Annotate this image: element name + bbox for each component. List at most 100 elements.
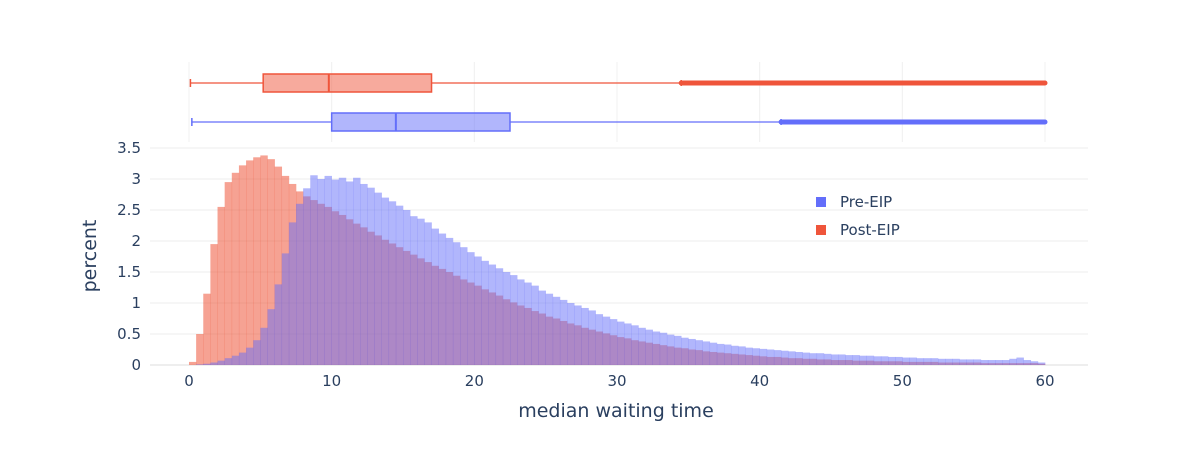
histogram-bar — [716, 343, 725, 365]
histogram-bar — [303, 188, 311, 365]
legend-label-pre-eip: Pre-EIP — [840, 193, 892, 211]
legend-item-post-eip[interactable]: Post-EIP — [816, 221, 900, 239]
histogram-bar — [281, 253, 290, 365]
histogram-bar — [738, 346, 746, 365]
histogram-bar — [224, 182, 233, 365]
histogram-bar — [267, 309, 275, 365]
histogram-bar — [595, 314, 604, 365]
y-tick-label: 2 — [131, 232, 141, 250]
histogram-bar — [802, 352, 810, 365]
histogram-bar — [374, 192, 382, 365]
histogram-bar — [1030, 361, 1039, 365]
marginal-boxplots — [189, 73, 1048, 132]
histogram-bar — [724, 344, 732, 365]
histogram-bar — [781, 350, 789, 365]
histogram-bar — [688, 338, 696, 365]
histogram-bar — [1009, 358, 1017, 365]
histogram-bar — [645, 329, 653, 365]
histogram-bar — [296, 203, 304, 365]
y-tick-label: 3 — [131, 170, 141, 188]
histogram-bar — [495, 268, 504, 365]
histogram-bar — [231, 355, 240, 365]
histogram-bar — [752, 348, 760, 365]
histogram-bar — [196, 334, 204, 365]
histogram-bar — [1002, 360, 1010, 365]
box-iqr — [262, 73, 433, 93]
y-tick-label: 3.5 — [117, 139, 141, 157]
x-axis-title: median waiting time — [518, 400, 714, 422]
histogram-bar — [246, 347, 254, 365]
histogram-bar — [445, 237, 454, 365]
y-tick-label: 0.5 — [117, 325, 141, 343]
histogram-bar — [567, 303, 575, 365]
y-tick-label: 2.5 — [117, 201, 141, 219]
histogram-bar — [431, 228, 439, 365]
histogram-bar — [880, 356, 889, 365]
histogram-bar — [681, 337, 689, 365]
histogram-bar — [873, 356, 882, 365]
histogram-bar — [624, 323, 632, 365]
x-axis-ticks: 0 10 20 30 40 50 60 — [184, 372, 1054, 390]
y-tick-label: 1.5 — [117, 263, 141, 281]
histogram-bar — [531, 285, 539, 365]
histogram-bar — [845, 355, 853, 365]
histogram-bar — [353, 177, 361, 365]
histogram-bar — [902, 357, 910, 365]
histogram-bar — [966, 359, 974, 365]
histogram-bar — [210, 362, 218, 365]
histogram-bar — [816, 353, 825, 365]
histogram-bar — [773, 350, 782, 365]
histogram-bar — [367, 187, 375, 365]
histogram-bar — [196, 364, 204, 365]
histogram-bar — [695, 340, 703, 365]
histogram-bar — [959, 359, 967, 365]
histogram-bar — [324, 175, 332, 365]
x-tick-label: 50 — [893, 372, 912, 390]
histogram-bar — [260, 155, 268, 365]
x-tick-label: 20 — [465, 372, 484, 390]
histogram-bar — [253, 340, 261, 365]
y-axis-ticks: 0 0.5 1 1.5 2 2.5 3 3.5 — [117, 139, 141, 374]
histogram-bar — [474, 256, 482, 365]
histogram-bar — [481, 260, 489, 365]
histogram-bar — [395, 205, 404, 365]
histogram-bar — [381, 197, 390, 365]
histogram-bar — [809, 353, 818, 365]
histogram-bar — [766, 349, 775, 365]
histogram-bar — [203, 363, 211, 365]
histogram-bar — [674, 335, 682, 365]
histogram-bar — [888, 356, 896, 365]
histogram-bar — [638, 327, 646, 365]
histogram-bar — [360, 183, 368, 365]
histogram-bar — [823, 353, 832, 365]
histogram-bar — [831, 354, 839, 365]
histogram-bar — [417, 218, 425, 365]
histogram-bar — [253, 157, 261, 365]
histogram-bar — [895, 356, 903, 365]
histogram-bar — [552, 296, 561, 365]
histogram-bar — [424, 222, 432, 365]
histogram-bar — [759, 348, 768, 365]
histogram-bar — [631, 325, 639, 365]
legend-item-pre-eip[interactable]: Pre-EIP — [816, 193, 892, 211]
histogram-bar — [210, 244, 218, 365]
legend-label-post-eip: Post-EIP — [840, 221, 900, 239]
histogram-bar — [403, 210, 411, 365]
pre-eip-histogram — [196, 175, 1046, 365]
histogram-bar — [973, 359, 982, 365]
histogram-bar — [238, 165, 247, 365]
histogram-bar — [588, 310, 596, 365]
histogram-bar — [274, 284, 283, 365]
x-tick-label: 0 — [184, 372, 194, 390]
histogram-bar — [524, 282, 532, 365]
histogram-bar — [267, 159, 275, 365]
histogram-bar — [559, 299, 568, 365]
histogram-bar — [274, 166, 283, 365]
legend: Pre-EIP Post-EIP — [816, 193, 900, 239]
histogram-bar — [1016, 357, 1024, 365]
x-tick-label: 10 — [322, 372, 341, 390]
boxplot-pre-eip — [191, 112, 1048, 132]
histogram-bar — [859, 355, 867, 365]
legend-swatch-post-eip — [816, 225, 826, 235]
